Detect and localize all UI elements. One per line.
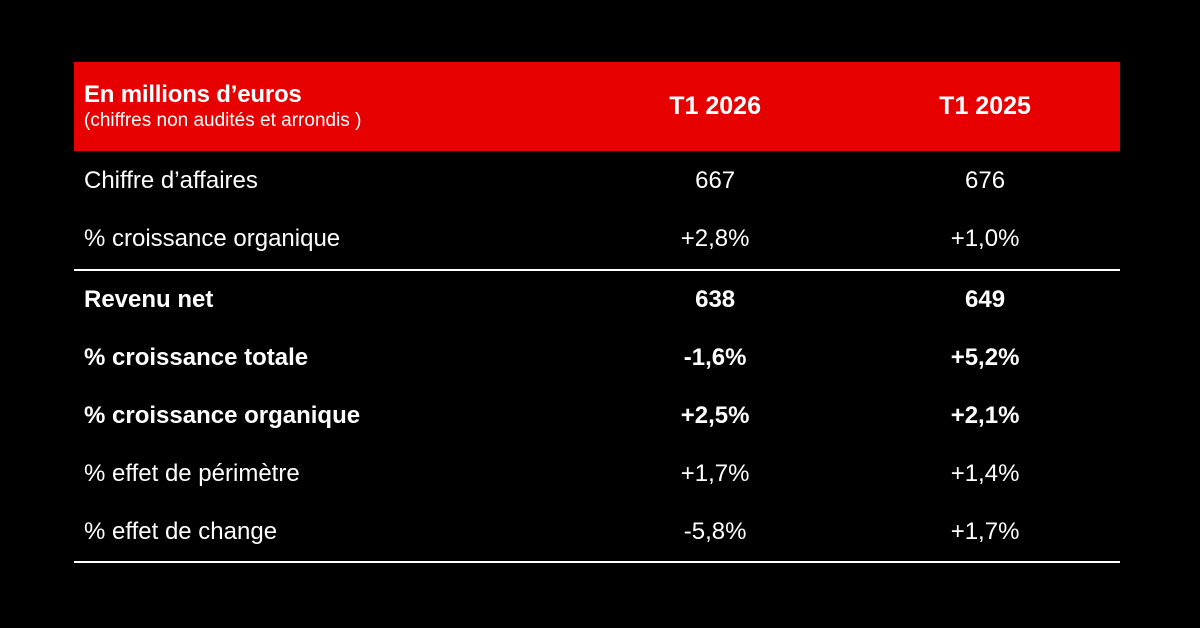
row-label: % effet de change	[84, 518, 278, 545]
row-value-current: +1,7%	[680, 460, 750, 487]
row-value-current: -5,8%	[683, 518, 747, 545]
header-title: En millions d’euros	[84, 80, 302, 108]
table-row-croissance-totale: % croissance totale -1,6% +5,2%	[74, 329, 1120, 387]
row-label: % croissance organique	[84, 225, 341, 252]
financial-table: En millions d’euros (chiffres non audité…	[74, 62, 1120, 563]
row-value-previous: +1,7%	[950, 518, 1020, 545]
row-value-previous: +2,1%	[950, 402, 1020, 429]
header-label-cell: En millions d’euros (chiffres non audité…	[74, 81, 580, 133]
row-value-previous: +5,2%	[950, 344, 1020, 371]
table-row-effet-change: % effet de change -5,8% +1,7%	[74, 503, 1120, 561]
net-revenue-group: Revenu net 638 649 % croissance totale -…	[74, 271, 1120, 561]
row-value-previous: +1,4%	[950, 460, 1020, 487]
section-divider	[74, 269, 1120, 271]
table-row-croissance-organique-rn: % croissance organique +2,5% +2,1%	[74, 387, 1120, 445]
table-header: En millions d’euros (chiffres non audité…	[74, 62, 1120, 151]
table-bottom-divider	[74, 561, 1120, 563]
row-value-current: 667	[695, 167, 736, 194]
header-period-previous: T1 2025	[939, 92, 1031, 120]
header-subtitle: (chiffres non audités et arrondis )	[84, 109, 362, 131]
table-row-chiffre-affaires: Chiffre d’affaires 667 676	[74, 152, 1120, 210]
row-value-current: -1,6%	[683, 344, 747, 371]
row-label: % croissance organique	[84, 402, 361, 429]
row-value-current: +2,5%	[680, 402, 750, 429]
table-row-croissance-organique-ca: % croissance organique +2,8% +1,0%	[74, 210, 1120, 268]
revenue-group: Chiffre d’affaires 667 676 % croissance …	[74, 151, 1120, 269]
table-row-revenu-net: Revenu net 638 649	[74, 271, 1120, 329]
row-label: % effet de périmètre	[84, 460, 300, 487]
header-period-current: T1 2026	[669, 92, 761, 120]
row-value-previous: 676	[965, 167, 1006, 194]
row-value-previous: +1,0%	[950, 225, 1020, 252]
row-value-current: 638	[695, 286, 736, 313]
row-label: % croissance totale	[84, 344, 309, 371]
row-value-previous: 649	[965, 286, 1006, 313]
table-row-effet-perimetre: % effet de périmètre +1,7% +1,4%	[74, 445, 1120, 503]
row-label: Chiffre d’affaires	[84, 167, 258, 194]
row-label: Revenu net	[84, 286, 214, 313]
row-value-current: +2,8%	[680, 225, 750, 252]
